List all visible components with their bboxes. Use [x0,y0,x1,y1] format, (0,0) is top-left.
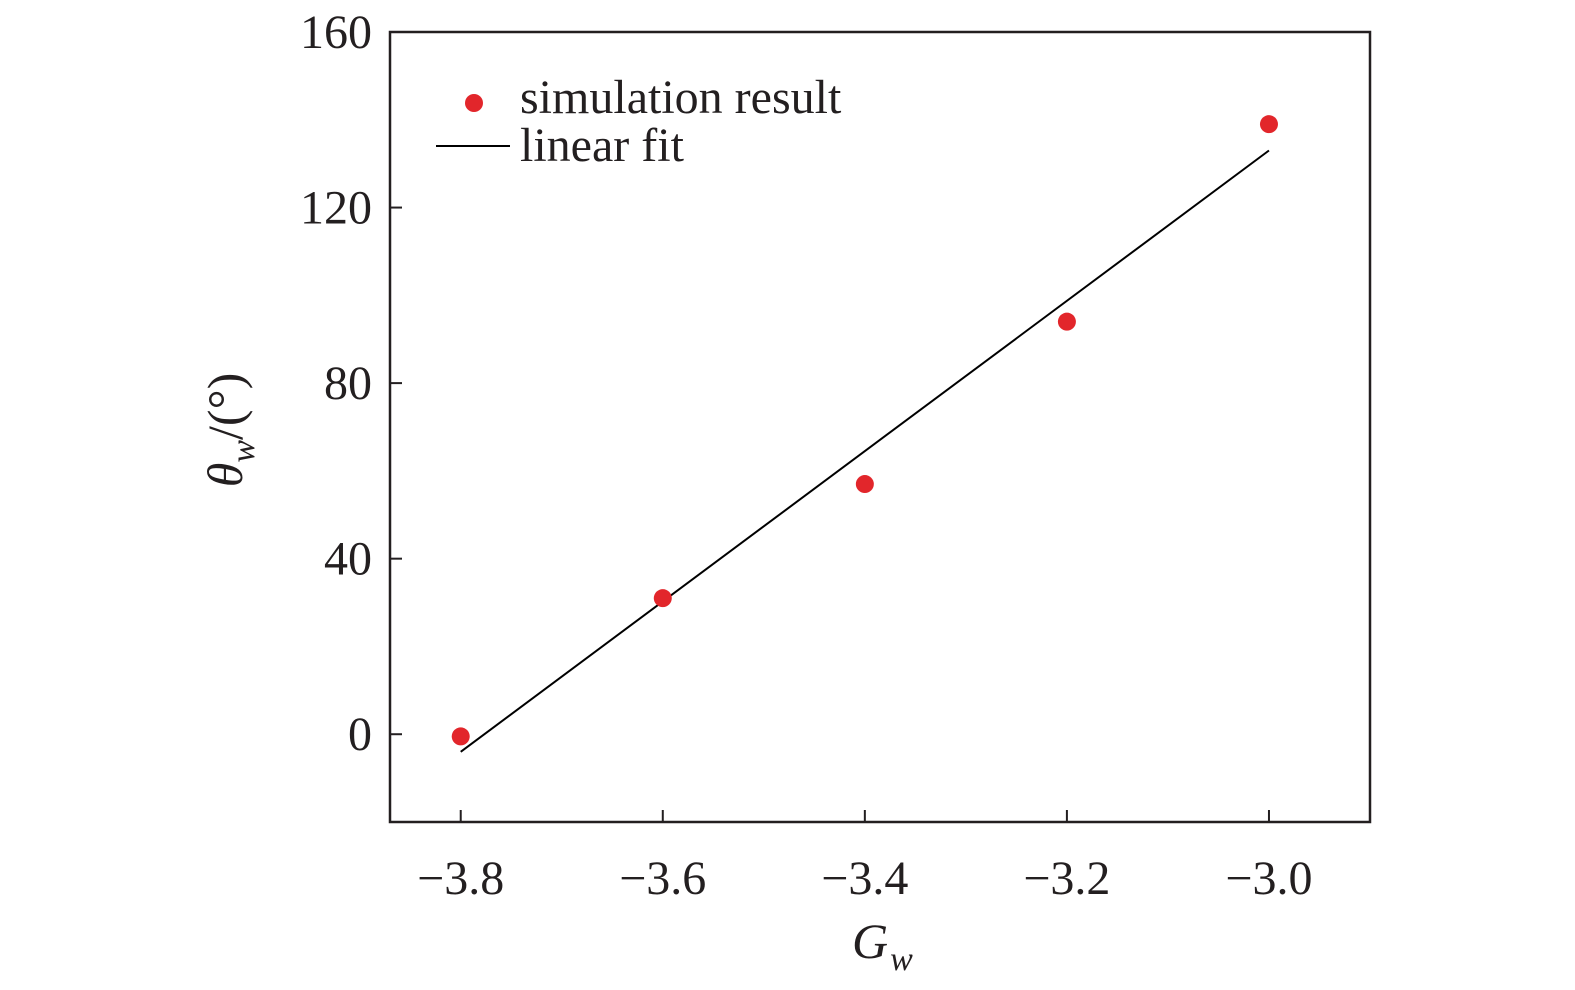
x-tick-label: −3.0 [1225,852,1312,905]
data-points-layer [451,115,1278,746]
x-tick-label: −3.2 [1023,852,1110,905]
x-tick-label: −3.6 [619,852,706,905]
y-tick-label: 40 [324,533,372,586]
y-axis-label-unit: /(°) [197,373,253,440]
x-axis-label-main: G [852,913,888,969]
data-point [855,475,874,494]
y-axis: 0 40 80 120 160 [300,6,402,761]
x-axis-label-sub: w [890,941,913,978]
y-axis-label: θw/(°) [197,373,262,487]
x-tick-label: −3.8 [417,852,504,905]
linear-fit-line [460,149,1270,753]
data-point [451,727,470,746]
y-axis-label-sub: w [225,440,262,463]
fit-line-layer [460,149,1270,753]
data-point [1057,312,1076,331]
plot-area [388,30,1372,824]
x-tick-label: −3.4 [821,852,908,905]
data-point [653,589,672,608]
x-axis: −3.8 −3.6 −3.4 −3.2 −3.0 [417,810,1313,905]
legend-label-simulation: simulation result [520,71,842,124]
data-point [1259,115,1278,134]
y-tick-label: 0 [348,708,372,761]
y-axis-label-main: θ [197,463,253,488]
y-tick-label: 80 [324,357,372,410]
x-axis-label: Gw [852,913,913,978]
y-tick-label: 120 [300,182,372,235]
plot-frame [388,30,1372,824]
legend-marker-simulation [465,94,483,112]
legend: simulation result linear fit [436,71,842,172]
legend-label-fit: linear fit [520,119,685,172]
y-tick-label: 160 [300,6,372,59]
